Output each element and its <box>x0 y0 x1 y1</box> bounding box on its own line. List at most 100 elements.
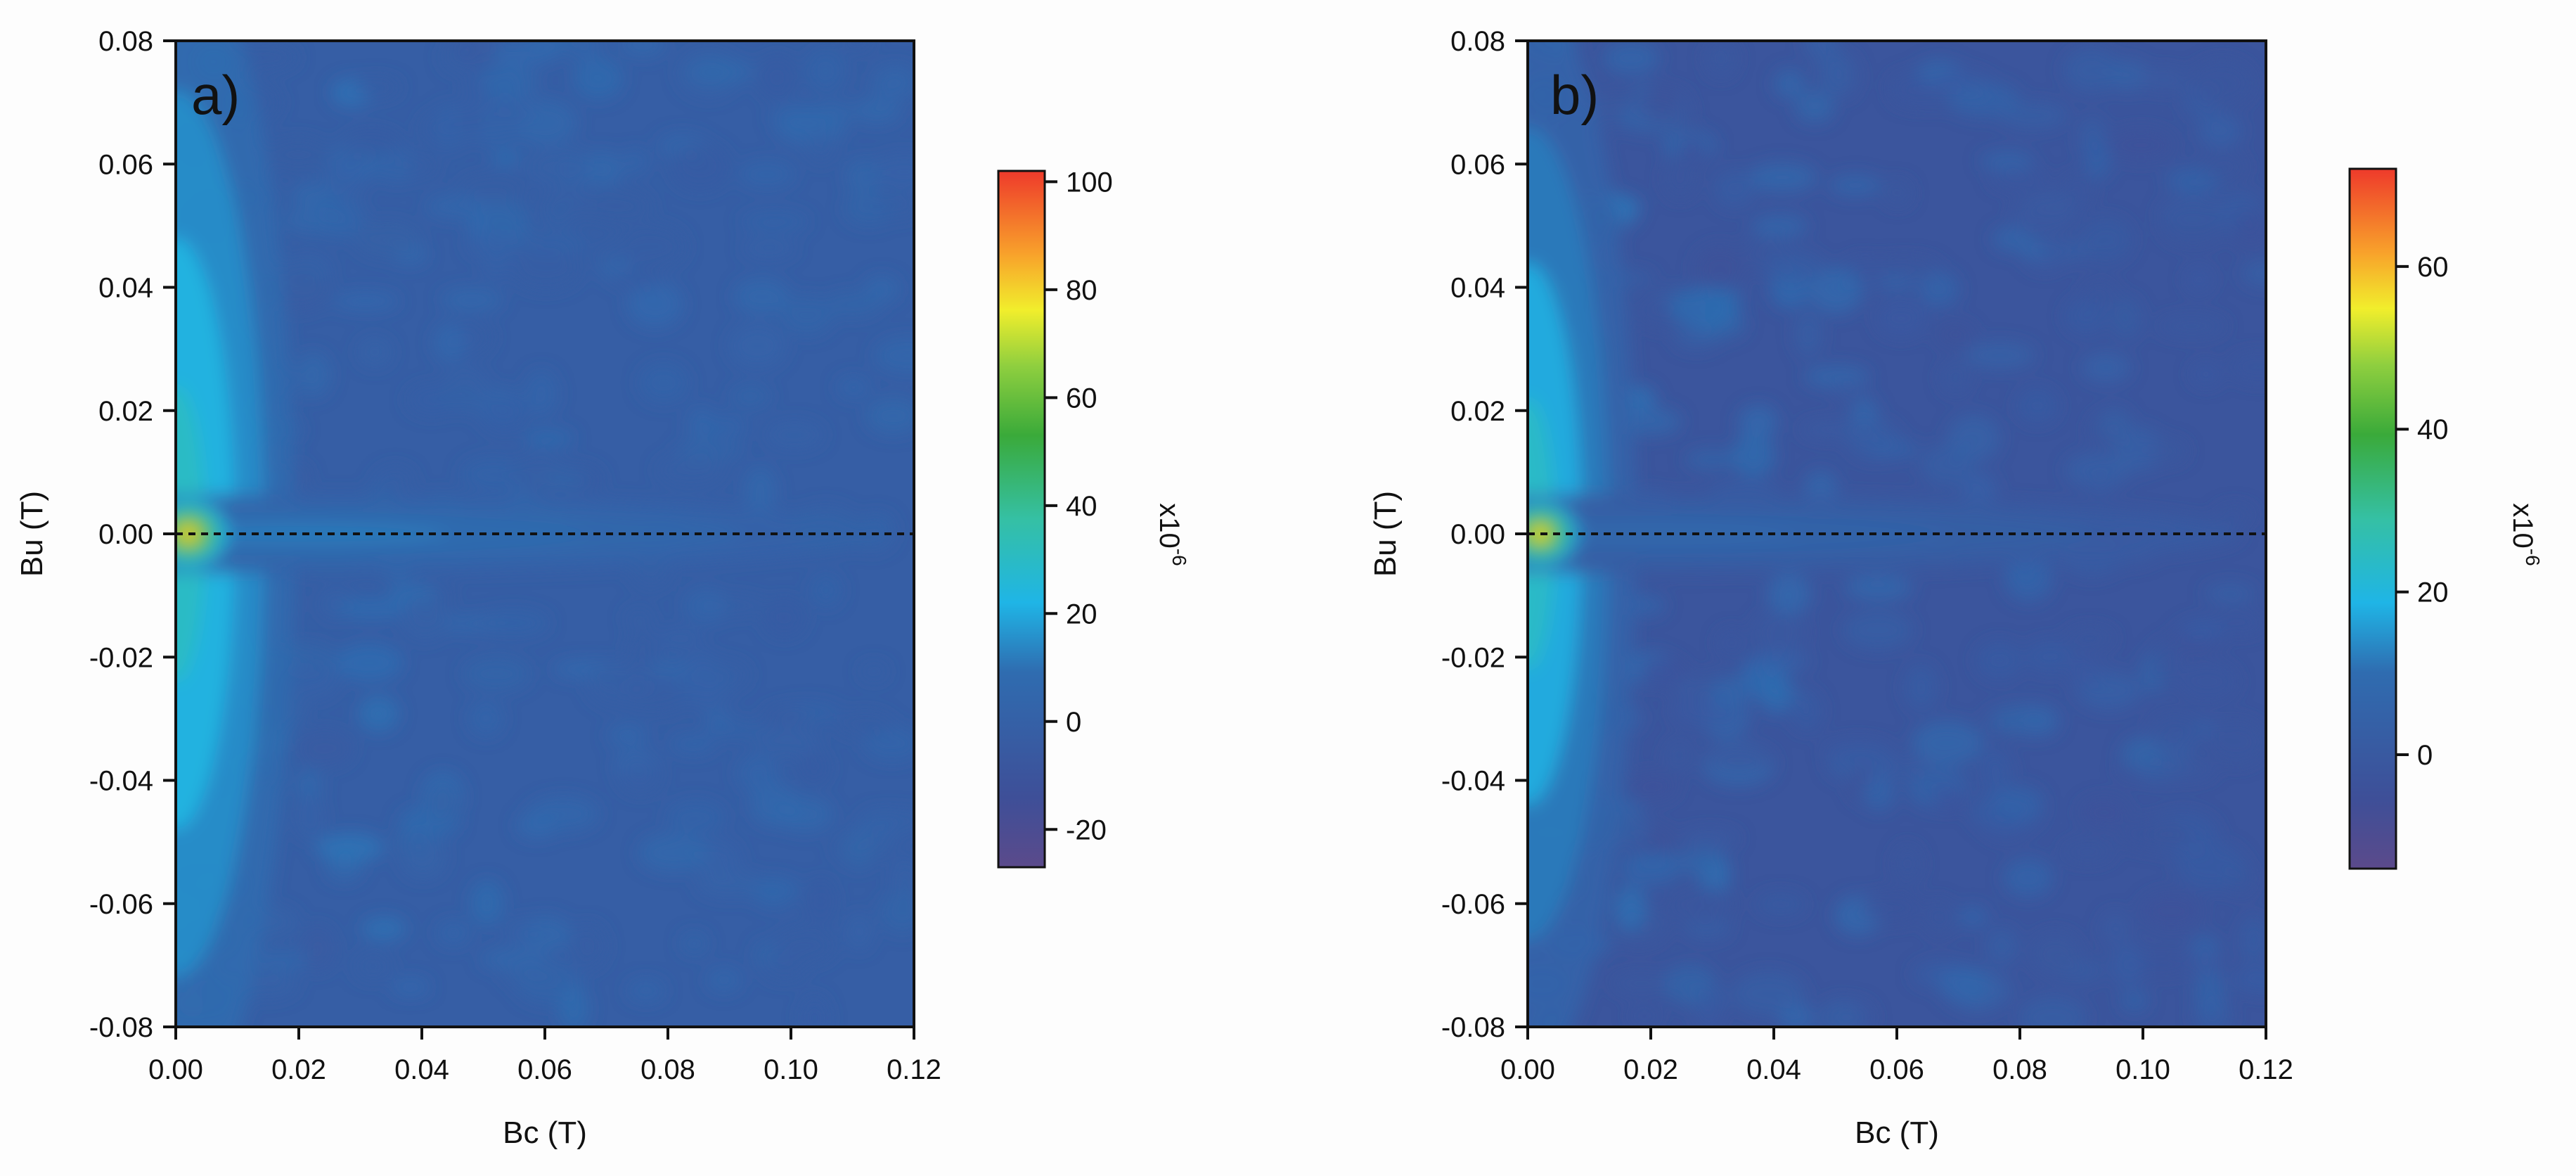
heatmap-speckle <box>1678 848 1721 876</box>
heatmap-speckle <box>1665 739 1693 772</box>
heatmap-speckle <box>626 979 666 1002</box>
heatmap-speckle <box>335 644 403 682</box>
heatmap-speckle <box>806 133 836 164</box>
heatmap-speckle <box>354 222 421 257</box>
heatmap-speckle <box>879 892 914 933</box>
heatmap-speckle <box>2149 711 2199 746</box>
heatmap-speckle <box>837 376 870 399</box>
heatmap-speckle <box>2190 59 2255 107</box>
heatmap-speckle <box>860 663 888 681</box>
heatmap-speckle <box>1979 748 2012 795</box>
x-tick-label: 0.12 <box>887 1054 941 1085</box>
heatmap-speckle <box>358 695 399 732</box>
x-tick-label: 0.02 <box>1623 1054 1678 1085</box>
y-tick-label: 0.06 <box>98 149 153 180</box>
heatmap-speckle <box>2232 208 2266 247</box>
heatmap-speckle <box>2194 969 2226 1016</box>
heatmap-speckle <box>616 224 687 270</box>
panel-label-b: b) <box>1550 64 1599 126</box>
heatmap-speckle <box>1685 449 1739 469</box>
heatmap-speckle <box>683 588 727 624</box>
y-axis-a: 0.08 0.06 0.04 0.02 0.00 -0.02 -0.04 -0.06 -0.08 <box>89 26 176 1043</box>
heatmap-speckle <box>2029 931 2081 976</box>
heatmap-speckle <box>2203 153 2248 181</box>
heatmap-speckle <box>376 466 415 494</box>
heatmap-speckle <box>1948 82 2021 117</box>
heatmap-speckle <box>1925 899 1953 936</box>
heatmap-speckle <box>755 727 820 757</box>
heatmap-speckle <box>1751 214 1808 238</box>
heatmap-speckle <box>1810 267 1863 314</box>
heatmap-speckle <box>1767 573 1811 615</box>
y-tick-label: 0.00 <box>1450 519 1505 550</box>
y-tick-label: -0.08 <box>89 1012 153 1043</box>
heatmap-speckle <box>295 768 323 803</box>
heatmap-speckle <box>763 960 806 980</box>
heatmap-speckle <box>2099 408 2132 440</box>
heatmap-speckle <box>891 857 914 902</box>
heatmap-speckle <box>742 238 797 259</box>
heatmap-speckle <box>1905 663 1938 711</box>
heatmap-speckle <box>1732 971 1805 1016</box>
colorbar-gradient-a <box>997 170 1046 869</box>
heatmap-speckle <box>877 193 914 219</box>
heatmap-speckle <box>2161 760 2216 780</box>
heatmap-speckle <box>780 295 833 335</box>
heatmap-speckle <box>477 610 550 637</box>
colorbar-tick-label: 0 <box>2417 740 2433 771</box>
heatmap-speckle <box>2101 912 2130 945</box>
heatmap-speckle <box>656 629 703 648</box>
y-tick-label: 0.06 <box>1450 149 1505 180</box>
colorbar-a: 100 80 60 40 20 0 -20 x10-6 <box>997 167 1190 869</box>
heatmap-speckle <box>300 926 335 971</box>
y-axis-b: 0.08 0.06 0.04 0.02 0.00 -0.02 -0.04 -0.06 -0.08 <box>1441 26 1528 1043</box>
panel-a: 0.00 0.02 0.04 0.06 0.08 0.10 0.12 0.080.060.0… <box>15 26 1190 1150</box>
heatmap-speckle <box>558 985 589 1027</box>
heatmap-speckle <box>1980 152 2035 170</box>
heatmap-speckle <box>1795 311 1822 357</box>
colorbar-tick-label: 60 <box>2417 252 2449 283</box>
heatmap-speckle <box>1663 157 1697 200</box>
x-tick-label: 0.12 <box>2239 1054 2293 1085</box>
heatmap-speckle <box>1938 966 1988 1002</box>
heatmap-speckle <box>638 833 710 873</box>
heatmap-speckle <box>1862 774 1896 811</box>
colorbar-tick-label: -20 <box>1066 814 1107 845</box>
heatmap-speckle <box>1639 658 1686 686</box>
heatmap-speckle <box>1989 704 2060 736</box>
heatmap-speckle <box>1869 440 1921 459</box>
y-tick-label: 0.00 <box>98 519 153 550</box>
heatmap-speckle <box>358 338 392 367</box>
heatmap-speckle <box>1817 51 1849 95</box>
heatmap-speckle <box>297 730 354 767</box>
colorbar-tick-label: 40 <box>1066 491 1097 522</box>
heatmap-speckle <box>559 41 603 60</box>
heatmap-speckle <box>371 148 423 183</box>
heatmap-speckle <box>2206 718 2265 765</box>
colorbar-multiplier-text-a: x10 <box>1154 503 1185 549</box>
colorbar-tick-label: 0 <box>1066 707 1081 738</box>
x-tick-label: 0.06 <box>1869 1054 1924 1085</box>
heatmap-speckle <box>1936 323 1974 346</box>
heatmap-speckle <box>1618 407 1682 436</box>
heatmap-speckle <box>580 151 624 187</box>
heatmap-speckle <box>442 366 489 413</box>
heatmap-speckle <box>842 41 873 51</box>
heatmap-speckle <box>281 662 340 700</box>
heatmap-speckle <box>434 322 465 363</box>
heatmap-speckle <box>468 700 503 736</box>
heatmap-speckle <box>696 869 761 897</box>
heatmap-speckle <box>1868 257 1940 277</box>
heatmap-speckle <box>1876 300 1926 337</box>
heatmap-speckle <box>638 362 689 404</box>
y-tick-label: -0.04 <box>89 766 153 797</box>
heatmap-speckle <box>510 247 581 290</box>
heatmap-speckle <box>764 599 806 637</box>
heatmap-speckle <box>2004 556 2053 601</box>
heatmap-speckle <box>733 278 790 315</box>
heatmap-speckle <box>1795 91 1835 123</box>
x-tick-label: 0.00 <box>1500 1054 1555 1085</box>
heatmap-speckle <box>1706 749 1775 769</box>
heatmap-speckle <box>607 722 648 748</box>
heatmap-speckle <box>1611 972 1671 994</box>
